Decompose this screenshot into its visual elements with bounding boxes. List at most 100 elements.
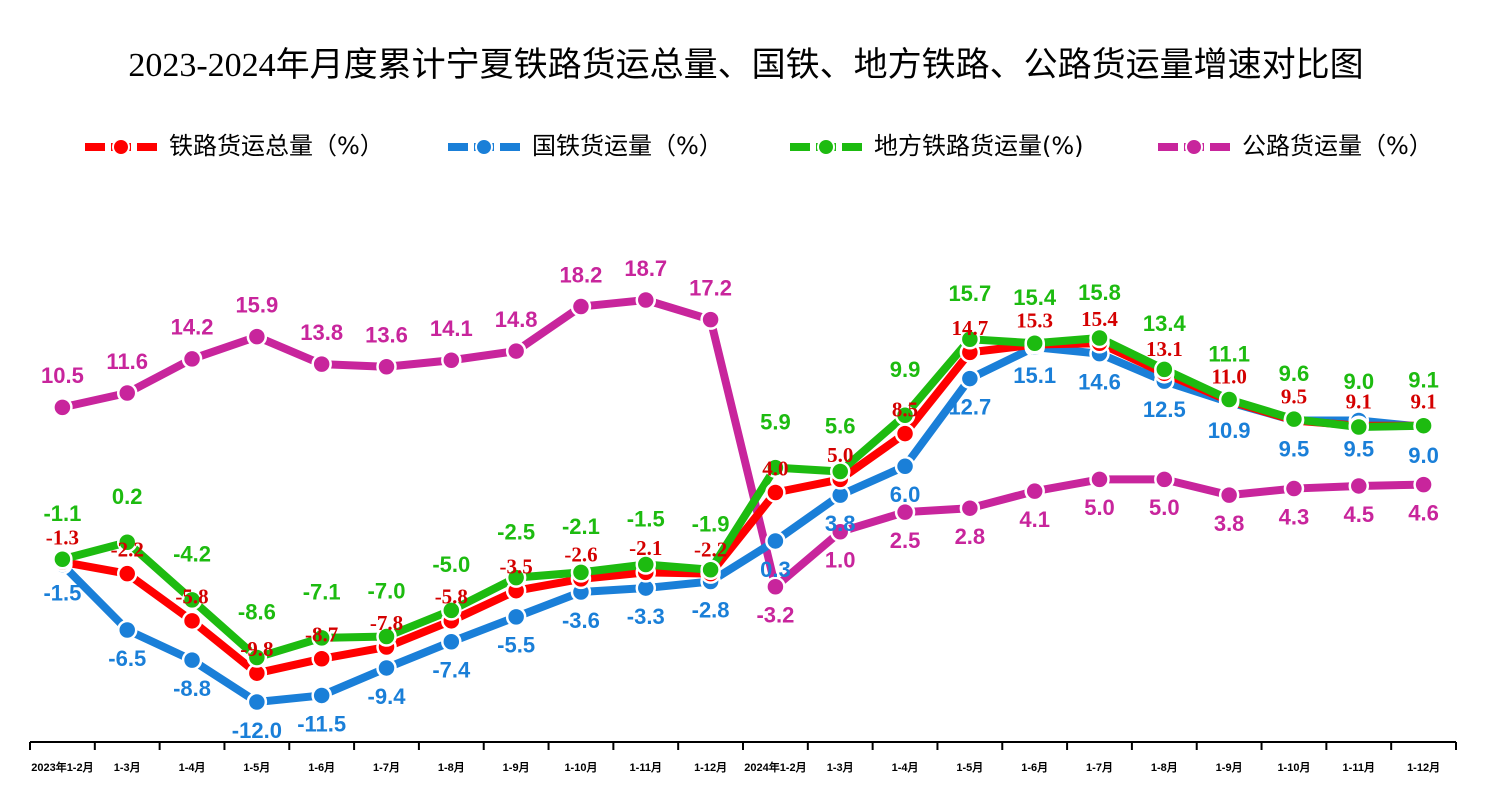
data-label: 1.0 xyxy=(825,548,856,573)
data-label: 4.1 xyxy=(1019,507,1050,532)
data-label: -5.8 xyxy=(175,585,208,609)
x-tick-label: 1-12月 xyxy=(1407,761,1440,774)
data-label: 13.1 xyxy=(1146,337,1183,361)
point xyxy=(181,649,203,671)
x-tick-label: 1-4月 xyxy=(179,761,206,774)
data-label: -3.5 xyxy=(500,555,533,579)
data-label: 14.8 xyxy=(495,307,538,332)
data-label: -3.2 xyxy=(756,603,794,628)
x-tick-label: 1-7月 xyxy=(1086,761,1113,774)
data-label: -5.5 xyxy=(497,633,535,658)
legend-label: 地方铁路货运量(%) xyxy=(874,132,1084,160)
data-label: 9.1 xyxy=(1408,368,1439,393)
x-tick-label: 1-9月 xyxy=(503,761,530,774)
data-label: 14.7 xyxy=(951,316,988,340)
x-tick-label: 1-5月 xyxy=(956,761,983,774)
point xyxy=(1283,478,1305,499)
data-label: -2.2 xyxy=(694,537,727,561)
x-tick-label: 2023年1-2月 xyxy=(31,760,93,774)
data-label: 11.6 xyxy=(106,349,148,374)
data-label: -7.4 xyxy=(432,658,471,683)
legend-marker xyxy=(112,138,130,156)
data-label: 14.6 xyxy=(1078,369,1121,394)
point xyxy=(1413,415,1434,436)
point xyxy=(181,348,203,370)
point xyxy=(1348,416,1370,438)
data-label: 17.2 xyxy=(689,275,732,300)
data-label: -8.8 xyxy=(173,676,211,701)
point xyxy=(311,353,332,375)
data-label: 18.2 xyxy=(560,262,603,287)
point xyxy=(116,531,138,553)
legend-label: 铁路货运总量（%） xyxy=(169,132,384,160)
point xyxy=(505,606,527,628)
point xyxy=(1218,389,1240,410)
data-label: 0.3 xyxy=(760,557,791,582)
data-label: 2.8 xyxy=(955,524,986,549)
point xyxy=(246,647,268,668)
point xyxy=(635,289,657,311)
data-label: 18.7 xyxy=(624,256,667,281)
data-label: -9.8 xyxy=(240,637,273,661)
point xyxy=(376,657,397,679)
x-tick-label: 1-8月 xyxy=(1151,761,1178,774)
data-label: 9.6 xyxy=(1279,361,1310,386)
data-label: 9.1 xyxy=(1346,390,1372,414)
data-label: -2.1 xyxy=(562,514,600,539)
point xyxy=(1348,475,1370,497)
data-label: -3.6 xyxy=(562,608,600,633)
data-label: -7.0 xyxy=(368,578,406,603)
data-label: 11.1 xyxy=(1208,341,1250,366)
data-label: 15.1 xyxy=(1013,363,1056,388)
data-label: 0.2 xyxy=(112,484,143,509)
data-label: 15.8 xyxy=(1078,280,1121,305)
data-label: 12.5 xyxy=(1143,397,1186,422)
x-tick-label: 1-3月 xyxy=(827,761,854,774)
x-tick-label: 1-6月 xyxy=(308,761,335,774)
legend-label: 国铁货运量（%） xyxy=(532,132,723,160)
x-tick-label: 1-6月 xyxy=(1021,761,1048,774)
point xyxy=(635,554,657,575)
point xyxy=(52,397,73,418)
point xyxy=(505,340,527,362)
data-label: -5.0 xyxy=(432,552,470,577)
data-label: 15.7 xyxy=(948,281,991,306)
point xyxy=(894,423,916,444)
data-label: 9.5 xyxy=(1279,436,1310,461)
data-label: -2.5 xyxy=(497,519,535,544)
data-label: 13.4 xyxy=(1143,311,1187,336)
data-label: 15.9 xyxy=(235,292,278,317)
point xyxy=(1154,469,1175,490)
x-tick-label: 1-8月 xyxy=(438,761,465,774)
data-label: -1.3 xyxy=(46,526,79,550)
data-label: -9.4 xyxy=(368,684,407,709)
x-tick-label: 1-3月 xyxy=(114,761,141,774)
x-tick-label: 1-10月 xyxy=(564,761,597,774)
point xyxy=(441,349,462,371)
x-tick-label: 1-10月 xyxy=(1277,761,1310,774)
data-label: 14.1 xyxy=(430,316,473,341)
data-label: 15.3 xyxy=(1016,308,1053,332)
point xyxy=(959,329,981,350)
data-label: -8.7 xyxy=(305,623,338,647)
x-tick-label: 1-4月 xyxy=(892,761,919,774)
data-label: 8.5 xyxy=(892,397,918,421)
data-label: 9.0 xyxy=(1408,443,1439,468)
point xyxy=(116,382,138,404)
data-label: 4.0 xyxy=(762,456,788,480)
point xyxy=(1154,359,1175,380)
x-tick-label: 1-11月 xyxy=(1343,761,1375,774)
data-label: 15.4 xyxy=(1013,285,1057,310)
legend-marker xyxy=(1185,138,1203,156)
data-label: -2.2 xyxy=(111,537,144,561)
data-label: 12.7 xyxy=(948,394,991,419)
point xyxy=(894,501,916,523)
point xyxy=(246,691,268,713)
point xyxy=(311,685,332,706)
data-label: 2.5 xyxy=(890,528,921,553)
data-label: 9.1 xyxy=(1410,390,1436,414)
x-tick-label: 1-11月 xyxy=(630,761,662,774)
data-label: 10.9 xyxy=(1208,418,1251,443)
legend-marker xyxy=(475,138,493,156)
data-label: -2.8 xyxy=(692,597,730,622)
